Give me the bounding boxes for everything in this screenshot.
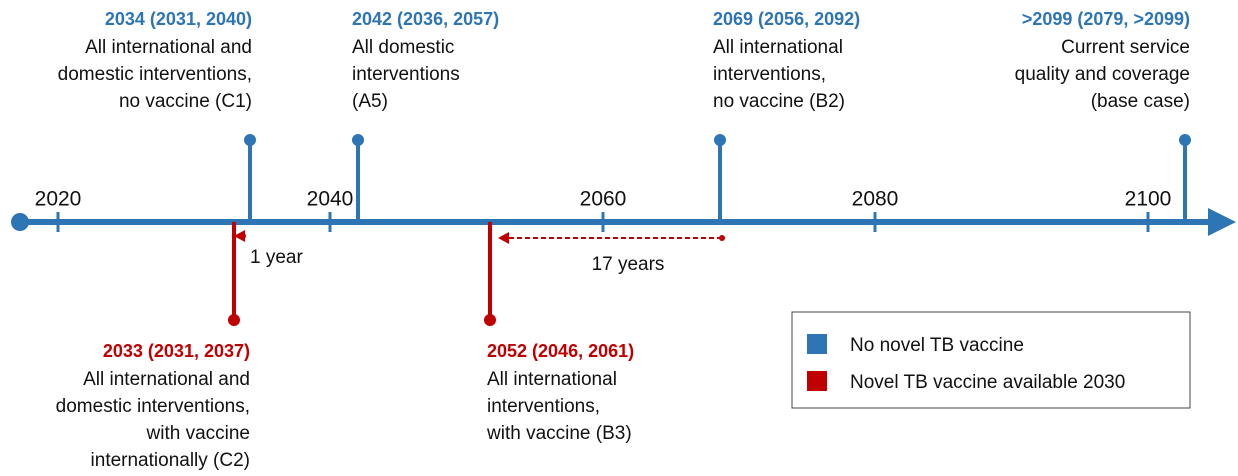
event-text: (A5) xyxy=(352,91,388,112)
event-text: internationally (C2) xyxy=(91,450,250,471)
event-text: interventions xyxy=(352,64,460,85)
gap-arrow-tail xyxy=(240,233,246,239)
annotation: 1 year xyxy=(250,247,303,268)
event-dot xyxy=(1179,134,1191,146)
event-text: All international xyxy=(713,37,843,58)
annotation: 17 years xyxy=(592,254,665,275)
event-text: no vaccine (B2) xyxy=(713,91,845,112)
axis-label: 2040 xyxy=(307,188,354,211)
gap-arrow-head xyxy=(498,232,509,244)
event-dot xyxy=(484,314,496,326)
legend-swatch xyxy=(807,334,827,354)
event-dot xyxy=(244,134,256,146)
event-header: 2052 (2046, 2061) xyxy=(487,341,634,361)
event-header: 2034 (2031, 2040) xyxy=(105,9,252,29)
legend-label: Novel TB vaccine available 2030 xyxy=(850,372,1125,393)
event-text: with vaccine (B3) xyxy=(486,423,632,444)
event-text: quality and coverage xyxy=(1015,64,1190,85)
event-header: 2033 (2031, 2037) xyxy=(103,341,250,361)
axis-label: 2080 xyxy=(852,188,899,211)
event-text: interventions, xyxy=(487,396,600,417)
event-dot xyxy=(352,134,364,146)
event-text: All international and xyxy=(85,37,252,58)
event-header: >2099 (2079, >2099) xyxy=(1022,9,1190,29)
event-text: (base case) xyxy=(1091,91,1190,112)
axis-label: 2020 xyxy=(35,188,82,211)
axis-label: 2100 xyxy=(1125,188,1172,211)
event-text: Current service xyxy=(1061,37,1190,58)
event-header: 2069 (2056, 2092) xyxy=(713,9,860,29)
event-text: All international and xyxy=(83,369,250,390)
event-text: All domestic xyxy=(352,37,454,58)
event-text: interventions, xyxy=(713,64,826,85)
legend-box xyxy=(791,311,1191,409)
event-dot xyxy=(228,314,240,326)
axis-arrow xyxy=(1208,208,1236,236)
gap-arrow-head xyxy=(234,230,245,242)
event-text: with vaccine xyxy=(146,423,251,444)
event-text: domestic interventions, xyxy=(56,396,250,417)
legend-swatch xyxy=(807,371,827,391)
event-header: 2042 (2036, 2057) xyxy=(352,9,499,29)
event-dot xyxy=(714,134,726,146)
axis-label: 2060 xyxy=(580,188,627,211)
event-text: domestic interventions, xyxy=(58,64,252,85)
event-text: All international xyxy=(487,369,617,390)
axis-start xyxy=(11,213,29,231)
legend-label: No novel TB vaccine xyxy=(850,335,1024,356)
gap-arrow-tail xyxy=(719,235,725,241)
event-text: no vaccine (C1) xyxy=(119,91,252,112)
